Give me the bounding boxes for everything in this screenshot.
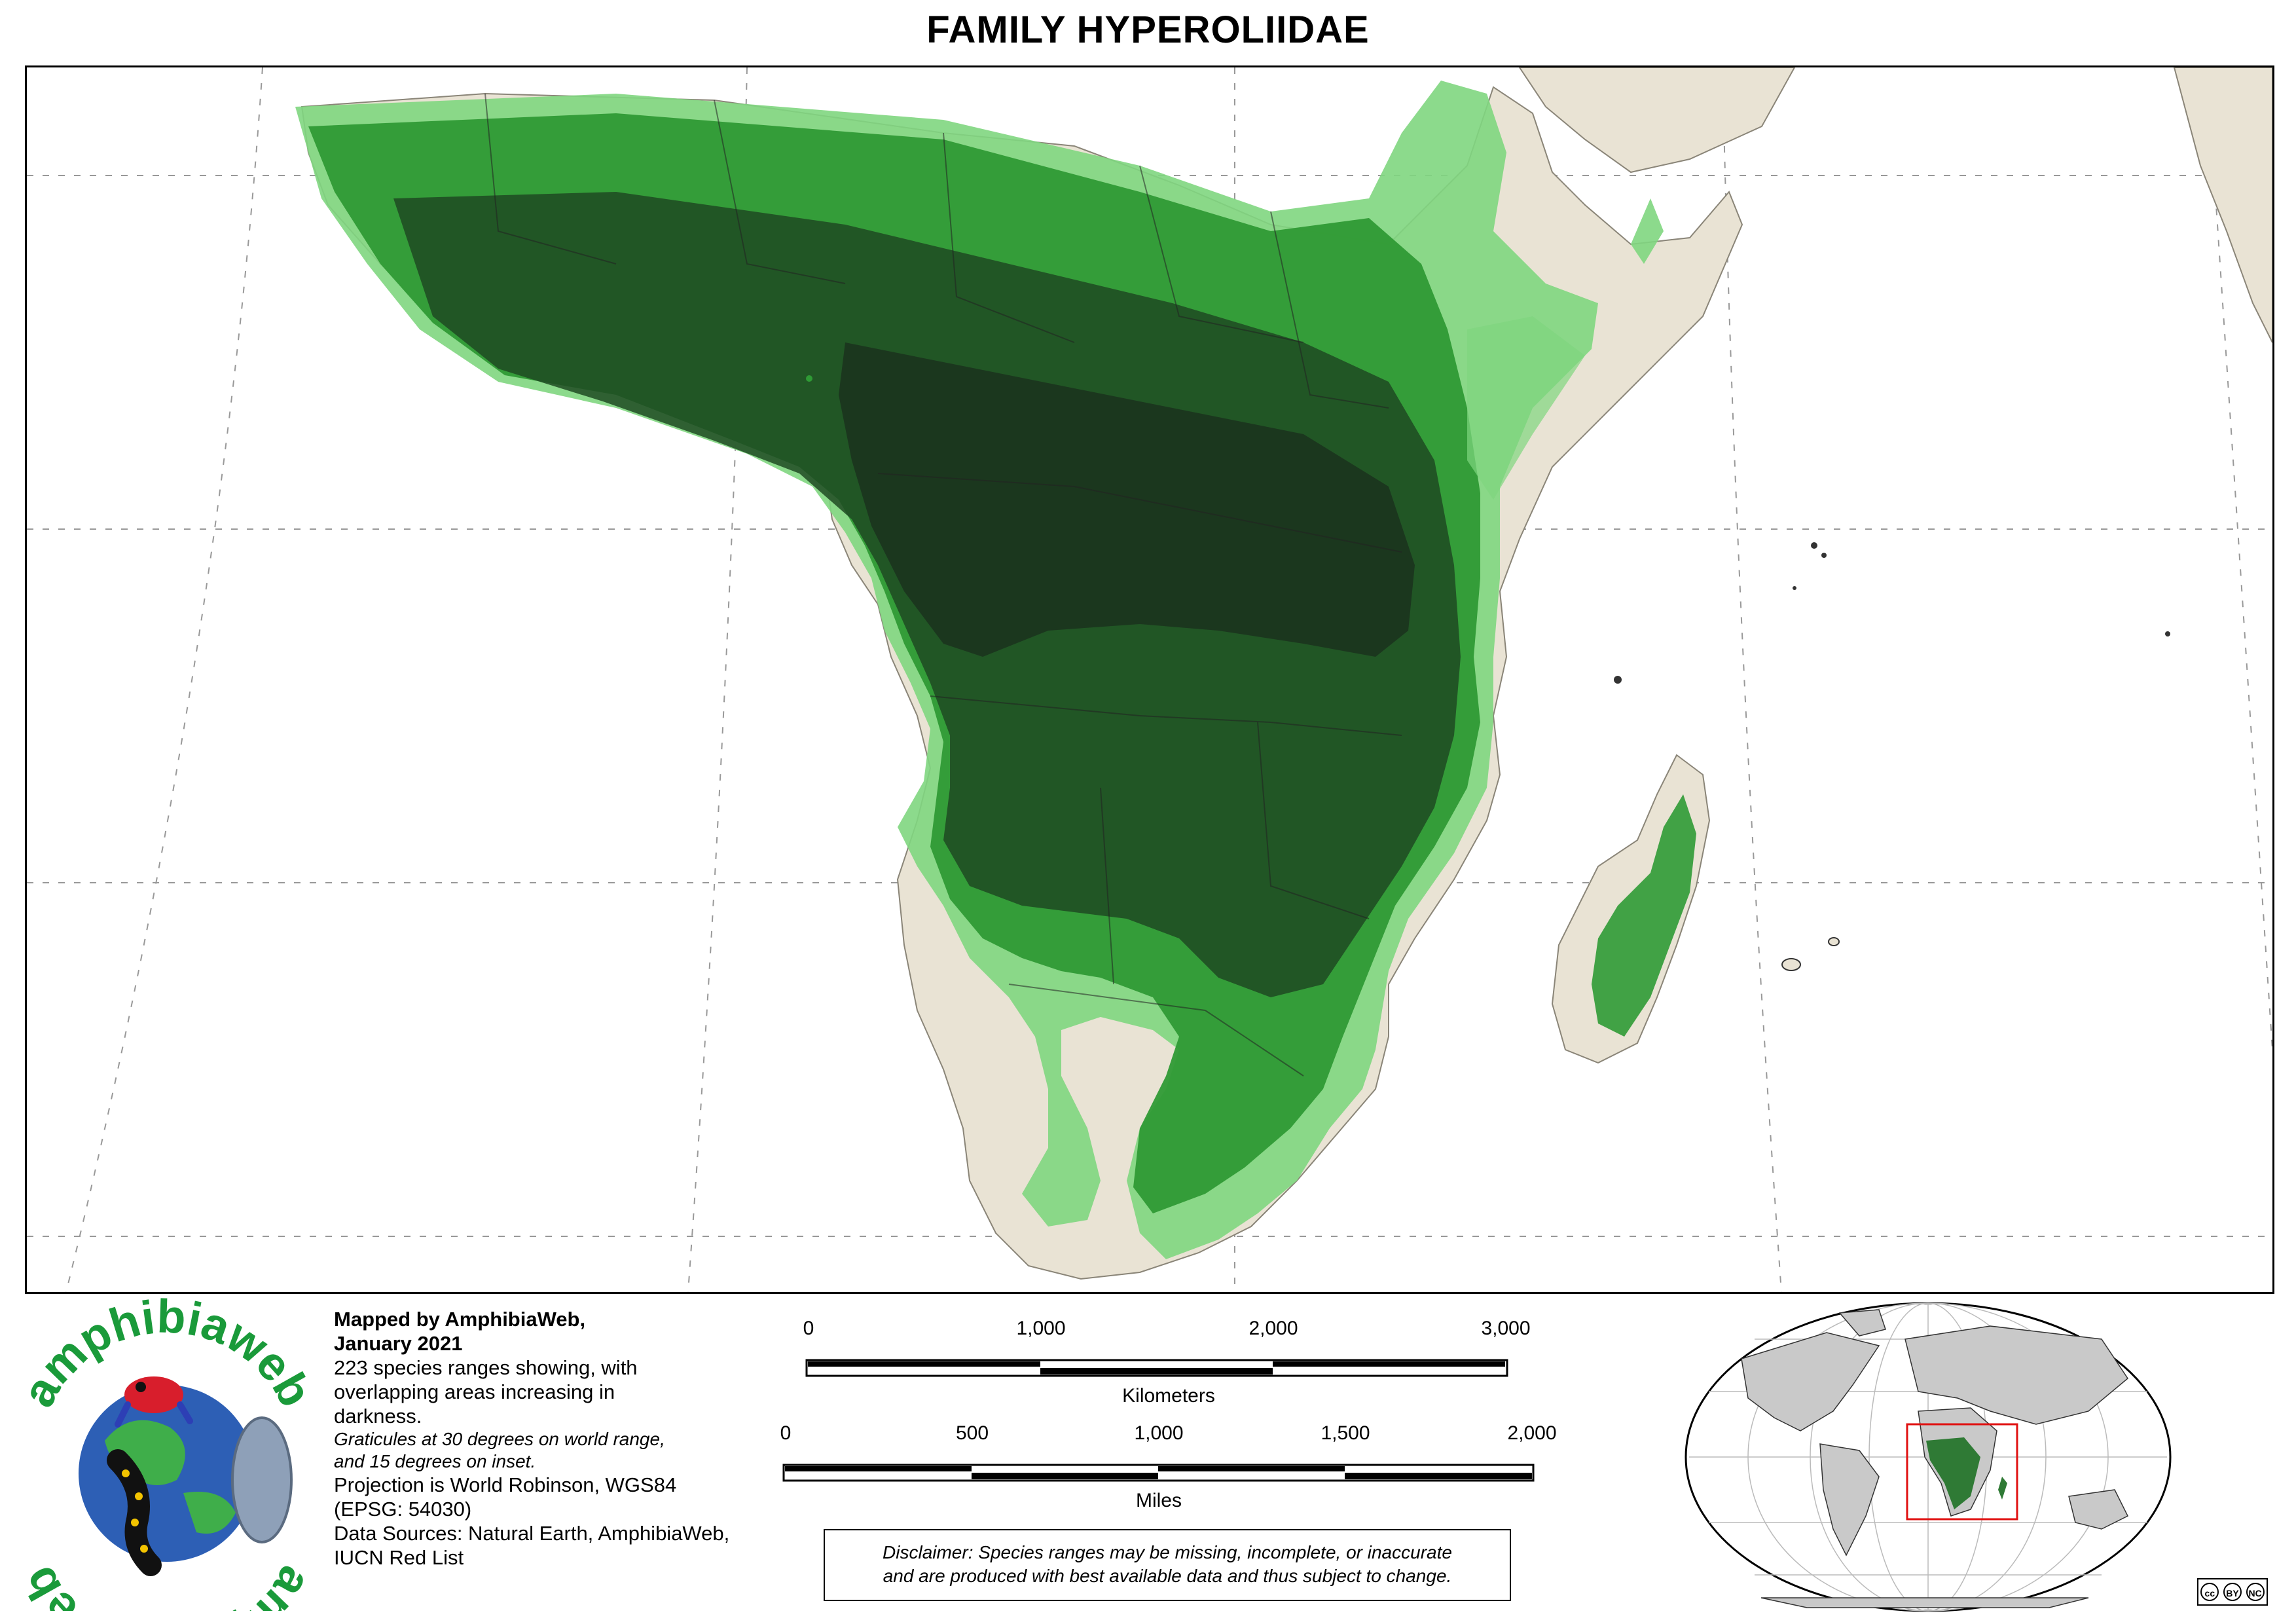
border-line	[484, 93, 617, 265]
range-socotra-horn[interactable]	[1631, 198, 1664, 264]
range-east-coast[interactable]	[1467, 316, 1585, 500]
by-icon: BY	[2223, 1583, 2242, 1601]
km-tick-label: 1,000	[1016, 1318, 1066, 1339]
cc-icon: cc	[2200, 1583, 2219, 1601]
graticules	[27, 67, 2272, 1292]
islands	[806, 375, 2170, 971]
island	[1828, 937, 1840, 946]
border-line	[943, 132, 1075, 343]
island	[1821, 553, 1827, 558]
species-ranges[interactable]	[295, 81, 1696, 1259]
india-landmass	[2173, 67, 2272, 343]
south-america	[1819, 1443, 1880, 1557]
mi-tick-label: 1,500	[1321, 1422, 1370, 1444]
mi-scale-bar	[782, 1464, 1535, 1482]
data-sources-line-2: IUCN Red List	[334, 1546, 464, 1569]
border-line	[1257, 722, 1370, 919]
range-layer-darkest[interactable]	[839, 342, 1415, 657]
country-borders	[484, 93, 1402, 1077]
globe-land	[183, 1492, 236, 1534]
island	[806, 375, 812, 382]
island	[1614, 676, 1622, 684]
graticule-line	[65, 67, 263, 1292]
frog-icon	[124, 1376, 183, 1413]
island	[1811, 542, 1817, 549]
map-frame[interactable]	[25, 65, 2274, 1294]
graticule-note-2: and 15 degrees on inset.	[334, 1451, 536, 1471]
mi-tick-label: 2,000	[1507, 1422, 1557, 1444]
salamander-icon	[107, 1449, 162, 1576]
mi-tick-label: 500	[955, 1422, 989, 1444]
border-line	[1100, 787, 1114, 985]
species-count-line: 223 species ranges showing, with	[334, 1356, 638, 1379]
km-tick-label: 3,000	[1481, 1318, 1531, 1339]
darkness-line: darkness.	[334, 1405, 422, 1428]
border-line	[930, 695, 1402, 736]
page-title: FAMILY HYPEROLIIDAE	[926, 9, 1370, 51]
island	[2165, 631, 2170, 637]
inset-range-africa	[1926, 1437, 1980, 1509]
data-sources-line: Data Sources: Natural Earth, AmphibiaWeb…	[334, 1522, 730, 1545]
cc-license-badge[interactable]: cc BY NC	[2197, 1578, 2268, 1606]
graticule-line	[1722, 67, 1782, 1292]
disclaimer-line: and are produced with best available dat…	[883, 1566, 1452, 1586]
arabia-landmass	[1518, 67, 1796, 174]
mi-tick-label: 0	[780, 1422, 792, 1444]
map-date: January 2021	[334, 1332, 463, 1355]
logo-text-bottom: amphibiaweb	[13, 1558, 321, 1611]
inset-world-map[interactable]	[1683, 1300, 2174, 1614]
disclaimer-line: Disclaimer: Species ranges may be missin…	[883, 1542, 1452, 1562]
epsg-line: (EPSG: 54030)	[334, 1498, 472, 1521]
projection-line: Projection is World Robinson, WGS84	[334, 1473, 677, 1496]
km-unit-label: Kilometers	[1122, 1385, 1215, 1407]
range-map[interactable]	[27, 67, 2272, 1292]
km-scale-bar	[805, 1359, 1508, 1377]
graticule-line	[687, 67, 748, 1292]
antarctica	[1760, 1597, 2089, 1608]
north-america	[1741, 1332, 1880, 1431]
greenland	[1838, 1309, 1886, 1337]
border-line	[1270, 211, 1389, 409]
border-line	[1008, 984, 1304, 1077]
eurasia	[1904, 1325, 2128, 1425]
km-tick-label: 0	[803, 1318, 814, 1339]
border-line	[877, 473, 1402, 553]
km-tick-label: 2,000	[1248, 1318, 1298, 1339]
amphibiaweb-logo: amphibiaweb amphibiaweb	[13, 1297, 321, 1611]
inset-extent-box[interactable]	[1906, 1423, 2018, 1521]
overlap-line: overlapping areas increasing in	[334, 1380, 615, 1403]
graticule-note: Graticules at 30 degrees on world range,	[334, 1429, 665, 1449]
range-madagascar[interactable]	[1592, 794, 1696, 1037]
mi-tick-label: 1,000	[1134, 1422, 1184, 1444]
mapped-by: Mapped by AmphibiaWeb,	[334, 1308, 586, 1331]
mi-unit-label: Miles	[1135, 1490, 1182, 1511]
disclaimer-box: Disclaimer: Species ranges may be missin…	[824, 1529, 1511, 1601]
border-line	[1139, 165, 1304, 343]
worm-icon	[231, 1416, 293, 1543]
nc-icon: NC	[2246, 1583, 2265, 1601]
island	[1781, 958, 1801, 971]
border-line	[714, 100, 846, 284]
island	[1793, 586, 1796, 590]
australia	[2068, 1489, 2129, 1530]
map-credits: Mapped by AmphibiaWeb, January 2021 223 …	[334, 1307, 753, 1570]
inset-range-madagascar	[1998, 1477, 2007, 1500]
